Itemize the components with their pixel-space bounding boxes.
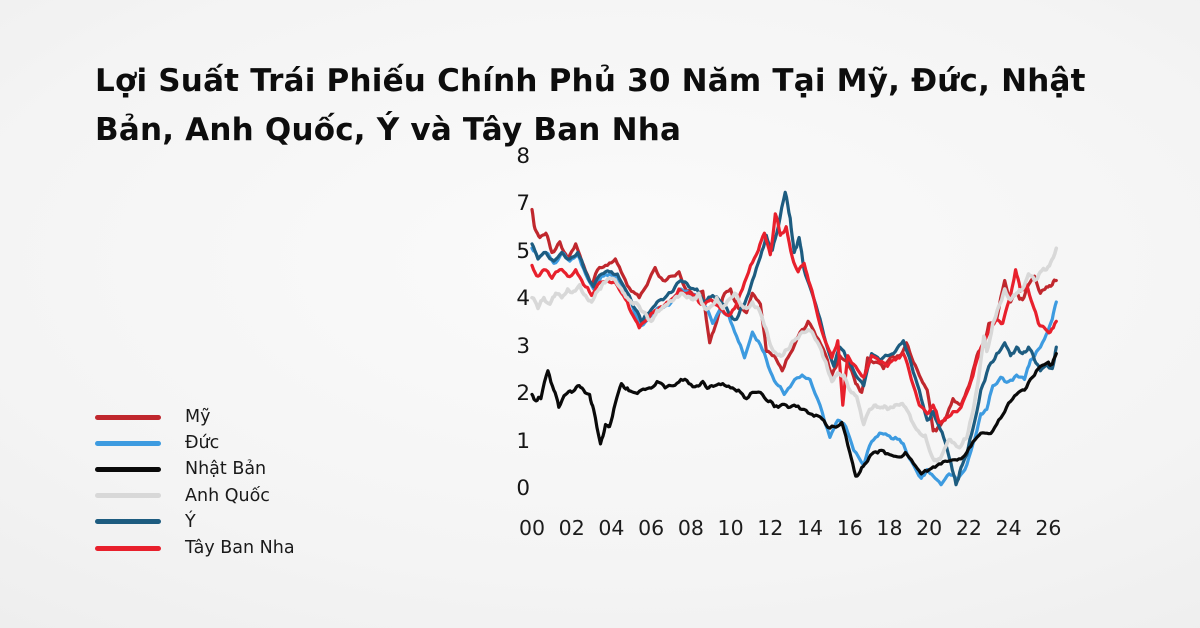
legend-item-my: Mỹ (95, 404, 295, 430)
legend-line-swatch (95, 493, 161, 499)
x-tick-label: 26 (1035, 516, 1062, 540)
legend-line-swatch (95, 519, 161, 525)
x-tick-label: 02 (558, 516, 585, 540)
x-tick-label: 22 (955, 516, 982, 540)
legend-line-swatch (95, 466, 161, 472)
x-tick-label: 12 (757, 516, 784, 540)
legend-line-swatch (95, 545, 161, 551)
x-tick-label: 08 (677, 516, 704, 540)
legend-line-swatch (95, 414, 161, 420)
line-chart-svg (530, 190, 1059, 487)
x-tick-label: 10 (717, 516, 744, 540)
legend-label: Tây Ban Nha (185, 538, 295, 559)
page-title: Lợi Suất Trái Phiếu Chính Phủ 30 Năm Tại… (95, 57, 1135, 155)
x-tick-label: 00 (518, 516, 546, 540)
x-tick-label: 24 (995, 516, 1022, 540)
legend-item-y: Ý (95, 509, 295, 535)
y-tick-label: 5 (516, 238, 530, 264)
legend-item-duc: Đức (95, 430, 295, 456)
legend-item-nhat-ban: Nhật Bản (95, 456, 295, 482)
legend-label: Mỹ (185, 407, 211, 428)
legend-label: Anh Quốc (185, 485, 270, 506)
y-tick-label: 3 (516, 333, 530, 359)
legend-item-anh-quoc: Anh Quốc (95, 483, 295, 509)
y-tick-label: 0 (516, 476, 530, 501)
x-tick-label: 20 (916, 516, 943, 540)
x-tick-label: 04 (598, 516, 625, 540)
legend-label: Đức (185, 433, 220, 454)
legend-label: Ý (185, 511, 196, 532)
series-line-anh-quoc (530, 246, 1059, 463)
x-tick-label: 06 (638, 516, 665, 540)
x-tick-label: 14 (796, 516, 824, 540)
title-line-2: Bản, Anh Quốc, Ý và Tây Ban Nha (95, 111, 682, 148)
series-line-nhat-ban (530, 352, 1058, 478)
x-tick-label: 18 (876, 516, 903, 540)
title-line-1: Lợi Suất Trái Phiếu Chính Phủ 30 Năm Tại… (95, 62, 1086, 99)
legend-line-swatch (95, 440, 161, 446)
y-tick-label: 2 (516, 381, 530, 407)
legend-item-tay-ban-nha: Tây Ban Nha (95, 535, 295, 561)
x-tick-label: 16 (836, 516, 863, 540)
legend: Mỹ Đức Nhật Bản Anh Quốc Ý Tây Ban Nha (95, 404, 295, 561)
y-tick-label: 8 (516, 144, 530, 169)
y-tick-label: 7 (516, 191, 530, 217)
legend-label: Nhật Bản (185, 459, 267, 480)
y-tick-label: 1 (516, 428, 530, 454)
y-tick-label: 4 (516, 286, 530, 312)
